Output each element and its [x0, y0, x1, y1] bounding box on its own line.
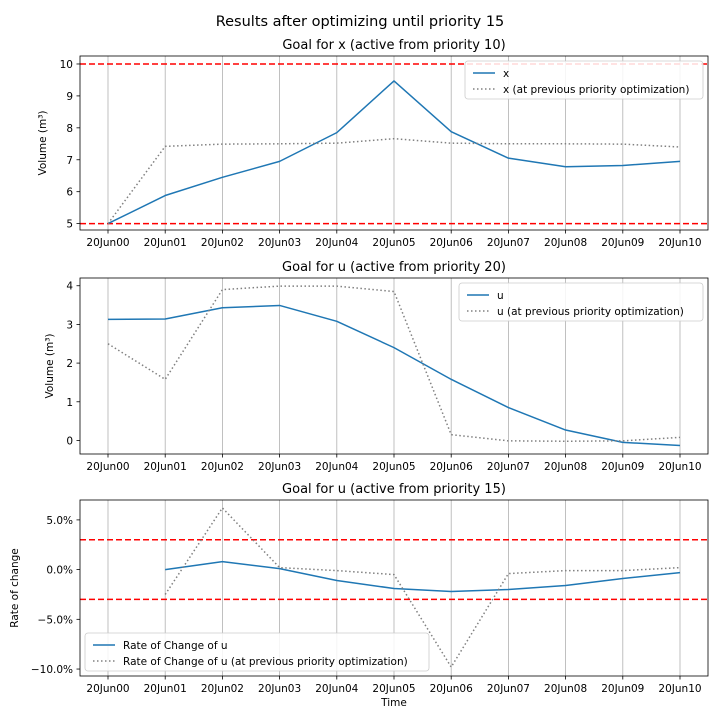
x-tick-label: 20Jun10 [658, 237, 701, 249]
legend-box [458, 282, 704, 322]
y-axis-label: Rate of change [9, 548, 21, 628]
legend-box [464, 60, 704, 100]
y-tick-label: 3 [66, 319, 73, 331]
x-tick-label: 20Jun09 [601, 683, 644, 695]
x-tick-label: 20Jun08 [544, 237, 587, 249]
series-line-1 [107, 80, 681, 225]
y-tick-label: −5.0% [38, 614, 73, 626]
y-tick-label: 0 [66, 435, 73, 447]
x-tick-label: 20Jun03 [258, 237, 301, 249]
x-tick-label: 20Jun08 [544, 683, 587, 695]
series-line-2 [164, 507, 681, 668]
x-tick-label: 20Jun02 [201, 683, 244, 695]
x-tick-label: 20Jun06 [430, 237, 473, 249]
y-tick-label: 7 [66, 155, 73, 167]
x-tick-label: 20Jun07 [487, 237, 530, 249]
legend-label: Rate of Change of u [123, 640, 228, 652]
legend-label: Rate of Change of u (at previous priorit… [123, 656, 408, 668]
legend-box [84, 632, 430, 672]
y-tick-label: 8 [66, 123, 73, 135]
x-tick-label: 20Jun03 [258, 461, 301, 473]
x-tick-label: 20Jun02 [201, 461, 244, 473]
y-tick-label: 9 [66, 91, 73, 103]
subplot-title: Goal for u (active from priority 20) [282, 260, 506, 275]
x-tick-label: 20Jun03 [258, 683, 301, 695]
x-tick-label: 20Jun01 [144, 461, 187, 473]
x-tick-label: 20Jun05 [372, 683, 415, 695]
subplot-title: Goal for u (active from priority 15) [282, 482, 506, 497]
subplot-3: 20Jun00 20Jun01 20Jun02 20Jun03 20Jun04 20Jun… [9, 482, 709, 709]
x-tick-label: 20Jun07 [487, 683, 530, 695]
x-tick-label: 20Jun10 [658, 461, 701, 473]
x-tick-label: 20Jun05 [372, 237, 415, 249]
x-tick-label: 20Jun09 [601, 461, 644, 473]
x-tick-label: 20Jun01 [144, 237, 187, 249]
legend-label: u [497, 290, 504, 302]
x-tick-label: 20Jun00 [86, 237, 129, 249]
y-tick-label: 2 [66, 358, 73, 370]
legend: Rate of Change of u Rate of Change of u (… [84, 632, 430, 672]
y-tick-label: 1 [66, 397, 73, 409]
subplot-title: Goal for x (active from priority 10) [282, 38, 505, 53]
y-tick-label: 6 [66, 187, 73, 199]
y-tick-label: 10 [60, 59, 73, 71]
x-axis-label: Time [380, 697, 407, 709]
x-tick-label: 20Jun01 [144, 683, 187, 695]
y-axis-label: Volume (m³) [44, 333, 56, 398]
series-line-2 [107, 137, 681, 225]
legend-label: x (at previous priority optimization) [503, 84, 689, 96]
subplot-2: 20Jun00 20Jun01 20Jun02 20Jun03 20Jun04 20Jun… [44, 260, 709, 473]
legend-label: u (at previous priority optimization) [497, 306, 684, 318]
x-tick-label: 20Jun08 [544, 461, 587, 473]
x-tick-label: 20Jun00 [86, 683, 129, 695]
x-tick-label: 20Jun04 [315, 683, 358, 695]
x-tick-label: 20Jun02 [201, 237, 244, 249]
x-tick-label: 20Jun07 [487, 461, 530, 473]
x-tick-label: 20Jun04 [315, 237, 358, 249]
figure-title: Results after optimizing until priority … [216, 14, 505, 30]
subplot-1: 20Jun00 20Jun01 20Jun02 20Jun03 20Jun04 20Jun… [37, 38, 709, 249]
y-tick-label: 0.0% [46, 565, 73, 577]
x-tick-label: 20Jun04 [315, 461, 358, 473]
x-tick-label: 20Jun05 [372, 461, 415, 473]
y-tick-label: 5.0% [46, 515, 73, 527]
x-tick-label: 20Jun09 [601, 237, 644, 249]
y-tick-label: 4 [66, 281, 73, 293]
legend: u u (at previous priority optimization) [458, 282, 704, 322]
y-tick-label: 5 [66, 219, 73, 231]
legend: x x (at previous priority optimization) [464, 60, 704, 100]
y-axis-label: Volume (m³) [37, 110, 49, 175]
series-line-1 [107, 304, 681, 447]
x-tick-label: 20Jun10 [658, 683, 701, 695]
series-line-1 [165, 560, 681, 593]
y-tick-label: −10.0% [31, 664, 73, 676]
x-tick-label: 20Jun06 [430, 461, 473, 473]
x-tick-label: 20Jun00 [86, 461, 129, 473]
legend-label: x [503, 68, 509, 80]
x-tick-label: 20Jun06 [430, 683, 473, 695]
